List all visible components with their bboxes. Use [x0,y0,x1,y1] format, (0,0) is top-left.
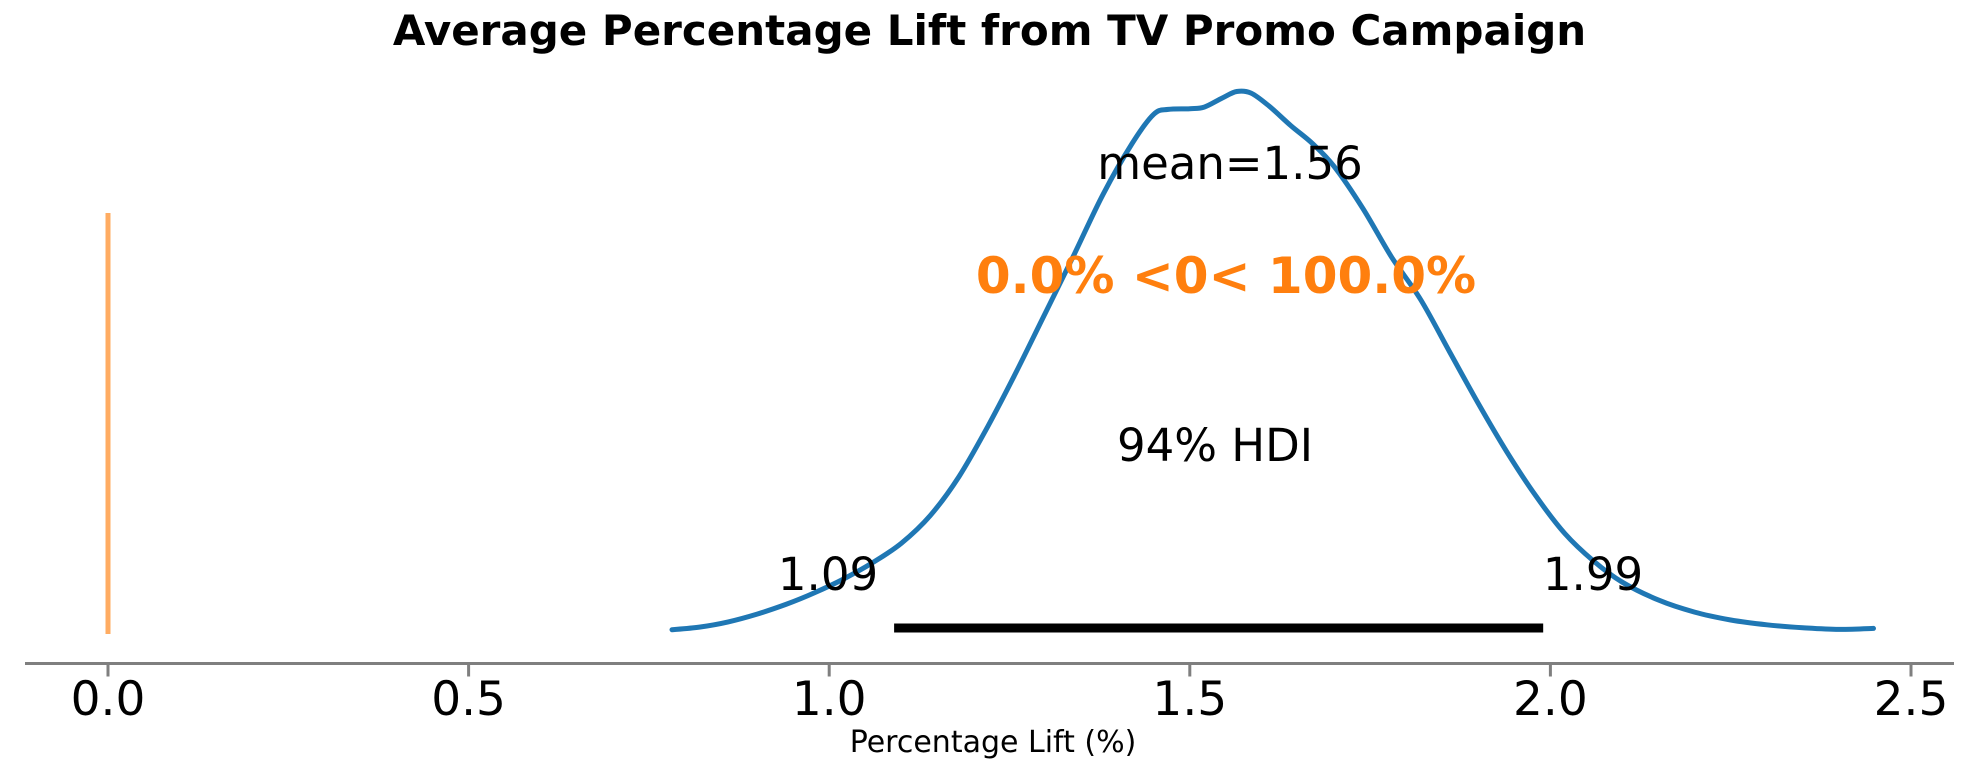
x-axis-title: Percentage Lift (%) [849,725,1137,760]
x-tick-label: 1.0 [791,672,867,727]
kde-density-curve [669,88,1876,633]
hdi-upper-bound-annotation: 1.99 [1542,548,1644,601]
x-tick-label: 2.0 [1513,672,1588,727]
chart-title: Average Percentage Lift from TV Promo Ca… [392,6,1587,55]
reference-value-annotation: 0.0% <0< 100.0% [975,247,1477,305]
x-tick-label: 1.5 [1152,672,1228,727]
mean-annotation: mean=1.56 [1097,137,1363,190]
hdi-probability-annotation: 94% HDI [1116,419,1314,472]
hdi-lower-bound-annotation: 1.09 [777,548,879,601]
x-tick-label: 0.0 [70,672,146,727]
x-axis-tick-marks [106,663,1913,677]
x-tick-label: 0.5 [431,672,506,727]
x-tick-label: 2.5 [1873,672,1949,727]
